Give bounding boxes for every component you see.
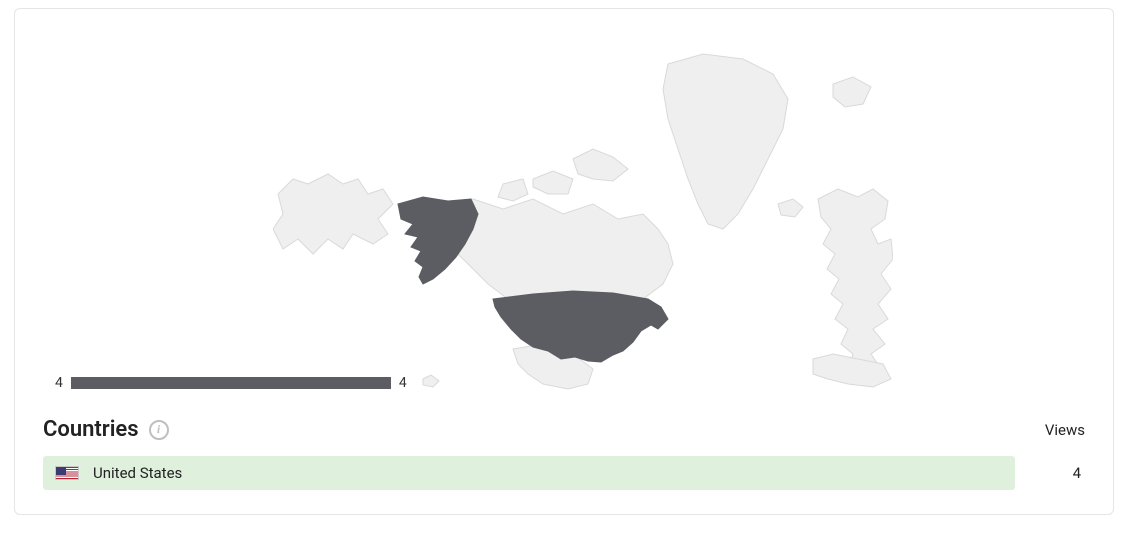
region-north-africa xyxy=(813,354,891,387)
country-views: 4 xyxy=(1015,464,1085,482)
world-map[interactable] xyxy=(273,29,893,399)
map-legend: 4 4 xyxy=(55,375,407,391)
region-hawaii xyxy=(423,375,439,387)
legend-max-label: 4 xyxy=(399,375,407,391)
region-greenland xyxy=(663,54,788,229)
section-title-wrap: Countries i xyxy=(43,417,169,442)
country-rows: United States 4 xyxy=(43,456,1085,490)
flag-icon xyxy=(55,466,79,480)
analytics-card: 4 4 Countries i Views United States 4 xyxy=(14,8,1114,515)
region-svalbard xyxy=(833,77,871,107)
region-russia-east xyxy=(273,174,393,254)
region-us-alaska[interactable] xyxy=(398,197,478,284)
countries-section-header: Countries i Views xyxy=(43,417,1085,442)
country-name: United States xyxy=(93,464,182,482)
views-column-header: Views xyxy=(1045,421,1085,439)
info-icon[interactable]: i xyxy=(149,420,169,440)
country-row[interactable]: United States 4 xyxy=(43,456,1085,490)
legend-min-label: 4 xyxy=(55,375,63,391)
region-iceland xyxy=(778,199,803,217)
region-canada-islands xyxy=(498,149,628,201)
region-europe-nw xyxy=(818,189,893,379)
section-title: Countries xyxy=(43,417,139,442)
legend-bar xyxy=(71,377,391,389)
country-row-main: United States xyxy=(43,456,1015,490)
map-area: 4 4 xyxy=(43,29,1085,399)
